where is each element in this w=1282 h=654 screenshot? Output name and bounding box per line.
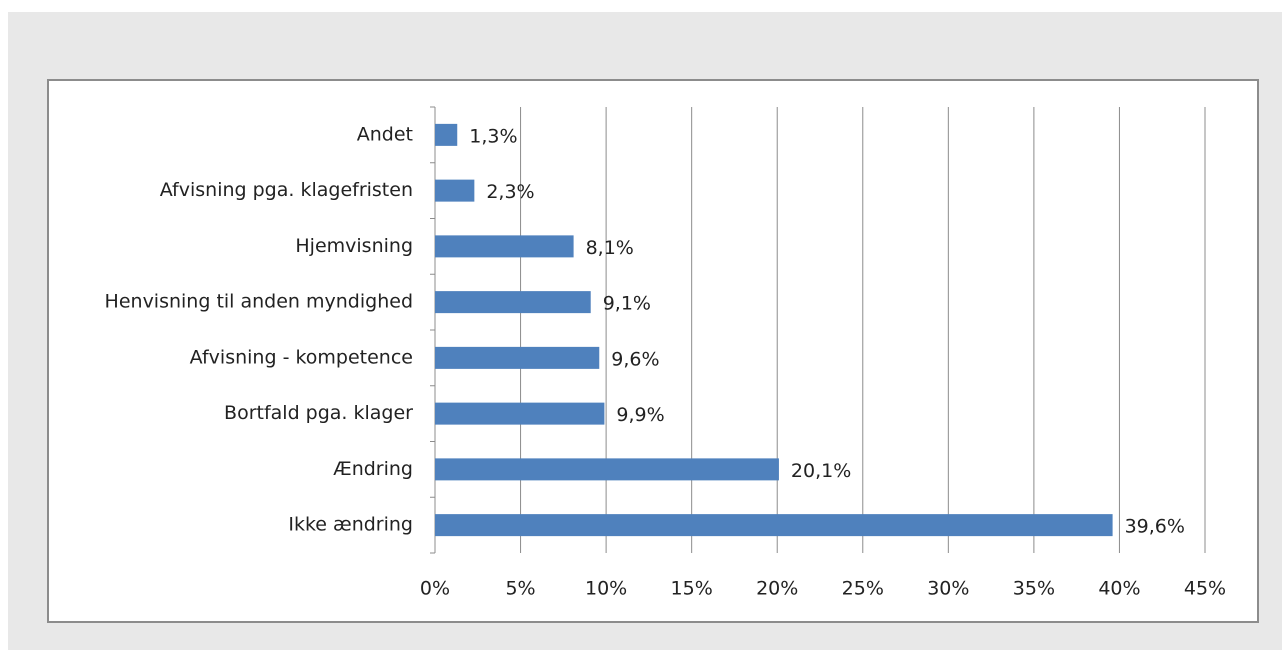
x-tick-label: 30% xyxy=(927,578,969,600)
x-tick-label: 5% xyxy=(505,578,535,600)
data-label: 8,1% xyxy=(586,237,634,259)
bar xyxy=(435,458,779,481)
bar xyxy=(435,123,458,146)
x-tick-label: 20% xyxy=(756,578,798,600)
data-label: 9,9% xyxy=(616,404,664,426)
data-label: 39,6% xyxy=(1125,516,1185,538)
x-tick-label: 45% xyxy=(1184,578,1226,600)
y-tick-label: Henvisning til anden myndighed xyxy=(105,291,413,313)
x-tick-label: 40% xyxy=(1098,578,1140,600)
y-tick-label: Afvisning pga. klagefristen xyxy=(160,179,413,201)
data-label: 9,1% xyxy=(603,293,651,315)
bar xyxy=(435,514,1113,537)
y-tick-label: Andet xyxy=(357,123,413,145)
y-tick-label: Bortfald pga. klager xyxy=(224,402,413,424)
bar xyxy=(435,179,475,202)
y-tick-label: Hjemvisning xyxy=(295,235,413,257)
bar xyxy=(435,291,591,314)
x-tick-label: 25% xyxy=(842,578,884,600)
data-label: 1,3% xyxy=(469,125,517,147)
data-label: 20,1% xyxy=(791,460,851,482)
data-label: 9,6% xyxy=(611,348,659,370)
bar xyxy=(435,235,574,258)
x-tick-label: 10% xyxy=(585,578,627,600)
y-tick-label: Afvisning - kompetence xyxy=(190,346,413,368)
bar xyxy=(435,402,605,425)
bar xyxy=(435,346,600,369)
y-tick-label: Ændring xyxy=(333,458,413,480)
x-tick-label: 15% xyxy=(671,578,713,600)
data-label: 2,3% xyxy=(486,181,534,203)
y-tick-label: Ikke ændring xyxy=(288,514,413,536)
x-tick-label: 35% xyxy=(1013,578,1055,600)
x-tick-label: 0% xyxy=(420,578,450,600)
